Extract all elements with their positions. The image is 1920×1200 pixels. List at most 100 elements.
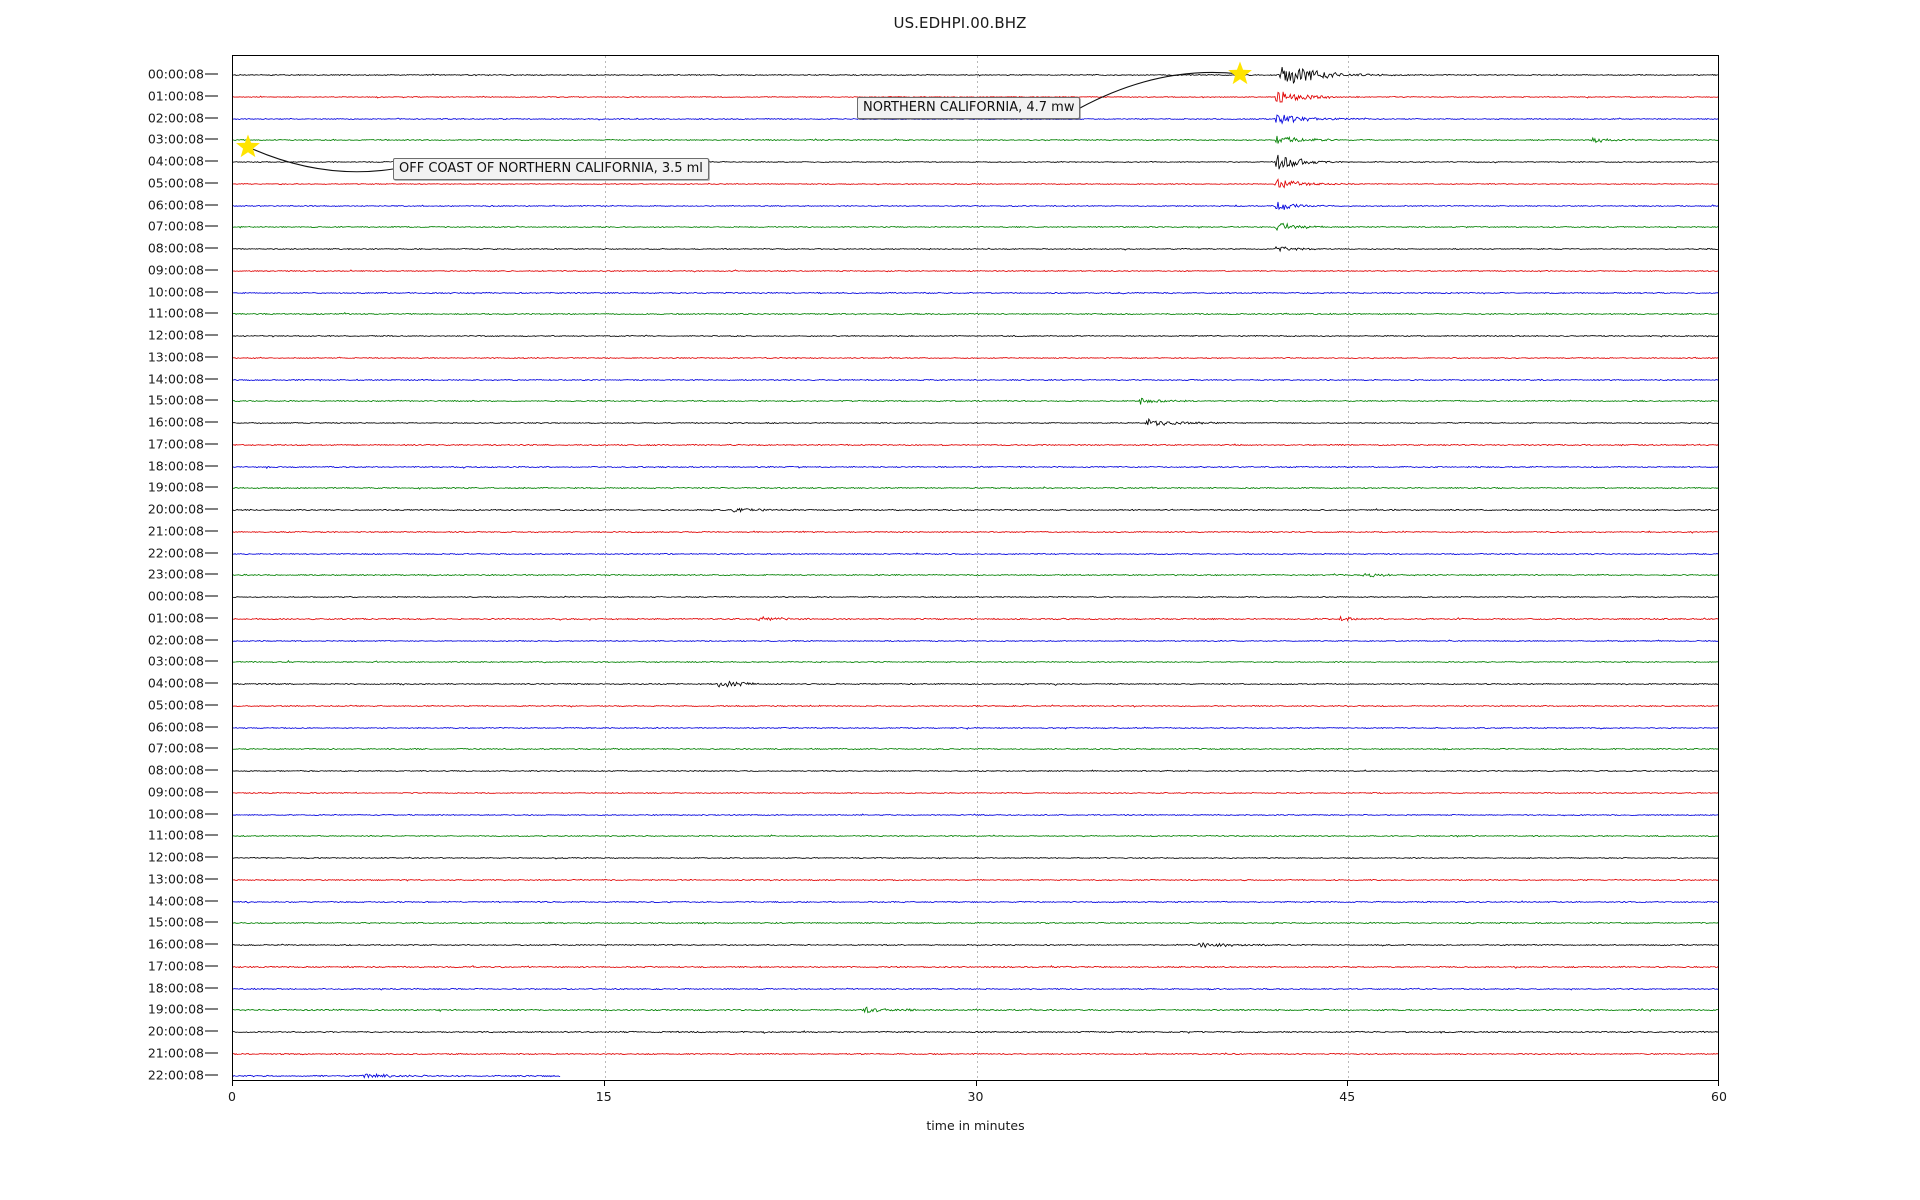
y-axis-tick-label: 08:00:08 (147, 240, 204, 256)
y-axis-tick-mark (205, 73, 218, 75)
y-axis-tick-mark (205, 486, 218, 488)
y-axis-tick-label: 22:00:08 (147, 1067, 204, 1082)
trace-row (233, 584, 1719, 610)
trace-row (233, 954, 1719, 980)
y-axis-tick-mark (205, 943, 218, 945)
trace-row (233, 976, 1719, 1002)
page-title: US.EDHPI.00.BHZ (893, 14, 1027, 32)
y-axis-tick-mark (205, 573, 218, 575)
trace-row (233, 214, 1719, 240)
y-axis-tick-label: 00:00:08 (147, 66, 204, 82)
y-axis-tick-mark (205, 95, 218, 97)
x-axis-tick-label: 60 (1711, 1089, 1727, 1104)
y-axis-tick-label: 04:00:08 (147, 153, 204, 169)
trace-row (233, 519, 1719, 545)
trace-row (233, 867, 1719, 893)
y-axis-tick-label: 14:00:08 (147, 371, 204, 386)
y-axis-tick-mark (205, 204, 218, 205)
y-axis-tick-label: 20:00:08 (147, 1023, 204, 1039)
trace-row (233, 802, 1719, 828)
y-axis-tick-label: 05:00:08 (147, 175, 204, 191)
trace-row (233, 258, 1719, 284)
y-axis-tick-label: 08:00:08 (147, 762, 204, 778)
y-axis-tick-mark (205, 1074, 218, 1075)
y-axis-tick-label: 07:00:08 (147, 218, 204, 234)
trace-row (233, 1041, 1719, 1067)
trace-row (233, 280, 1719, 306)
trace-row (233, 845, 1719, 871)
trace-row (233, 62, 1719, 88)
y-axis-tick-mark (205, 639, 218, 640)
y-axis-tick-label: 20:00:08 (147, 501, 204, 517)
y-axis-tick-mark (205, 312, 218, 314)
y-axis-tick-label: 12:00:08 (147, 849, 204, 865)
y-axis-tick-label: 07:00:08 (147, 740, 204, 756)
gridline-45 (1348, 56, 1350, 1080)
y-axis-tick-mark (205, 552, 218, 553)
y-axis-tick-mark (205, 225, 218, 227)
y-axis-tick-label: 15:00:08 (147, 914, 204, 930)
trace-row (233, 84, 1719, 110)
trace-row (233, 367, 1719, 393)
y-axis-tick-label: 17:00:08 (147, 958, 204, 974)
y-axis-tick-mark (205, 269, 218, 271)
trace-row (233, 345, 1719, 371)
y-axis-tick-label: 02:00:08 (147, 632, 204, 647)
trace-row (233, 780, 1719, 806)
trace-row (233, 997, 1719, 1023)
x-axis-tick-mark (975, 1081, 977, 1086)
y-axis-tick-label: 17:00:08 (147, 436, 204, 452)
gridline-30 (976, 56, 978, 1080)
trace-row (233, 715, 1719, 741)
y-axis-tick-label: 13:00:08 (147, 871, 204, 887)
y-axis-tick-label: 13:00:08 (147, 349, 204, 365)
y-axis-tick-mark (205, 987, 218, 988)
y-axis-tick-mark (205, 508, 218, 510)
y-axis-tick-label: 04:00:08 (147, 675, 204, 691)
x-axis-tick-mark (1347, 1081, 1349, 1086)
y-axis-tick-mark (205, 356, 218, 358)
trace-row (233, 1019, 1719, 1045)
y-axis-tick-label: 05:00:08 (147, 697, 204, 713)
y-axis-tick-label: 12:00:08 (147, 327, 204, 343)
y-axis-tick-mark (205, 726, 218, 727)
y-axis-tick-mark (205, 117, 218, 118)
y-axis-tick-label: 16:00:08 (147, 414, 204, 430)
y-axis-tick-mark (205, 334, 218, 336)
y-axis-tick-label: 09:00:08 (147, 262, 204, 278)
y-axis-labels: 00:00:08 01:00:08 02:00:08 03:00:08 04:00:08… (0, 55, 232, 1082)
y-axis-tick-label: 00:00:08 (147, 588, 204, 604)
x-axis-tick-mark (1718, 1081, 1719, 1086)
y-axis-tick-label: 03:00:08 (147, 653, 204, 669)
trace-row (233, 1063, 1719, 1082)
y-axis-tick-label: 10:00:08 (147, 806, 204, 821)
trace-row (233, 693, 1719, 719)
y-axis-tick-label: 15:00:08 (147, 392, 204, 408)
y-axis-tick-mark (205, 421, 218, 423)
trace-row (233, 606, 1719, 632)
y-axis-tick-mark (205, 813, 218, 814)
y-axis-tick-mark (205, 1052, 218, 1054)
plot-area (232, 55, 1719, 1081)
trace-row (233, 628, 1719, 654)
x-axis-tick-mark (232, 1081, 233, 1086)
y-axis-tick-label: 21:00:08 (147, 1045, 204, 1061)
trace-row (233, 736, 1719, 762)
trace-row (233, 889, 1719, 915)
y-axis-tick-mark (205, 769, 218, 771)
y-axis-tick-label: 06:00:08 (147, 719, 204, 734)
gridline-15 (604, 56, 606, 1080)
y-axis-tick-label: 14:00:08 (147, 893, 204, 908)
y-axis-tick-mark (205, 465, 218, 466)
y-axis-tick-label: 18:00:08 (147, 458, 204, 473)
trace-row (233, 475, 1719, 501)
y-axis-tick-label: 06:00:08 (147, 197, 204, 212)
trace-row (233, 562, 1719, 588)
y-axis-tick-label: 01:00:08 (147, 88, 204, 104)
y-axis-tick-mark (205, 856, 218, 858)
y-axis-tick-mark (205, 900, 218, 901)
trace-row (233, 910, 1719, 936)
trace-row (233, 171, 1719, 197)
trace-row (233, 323, 1719, 349)
